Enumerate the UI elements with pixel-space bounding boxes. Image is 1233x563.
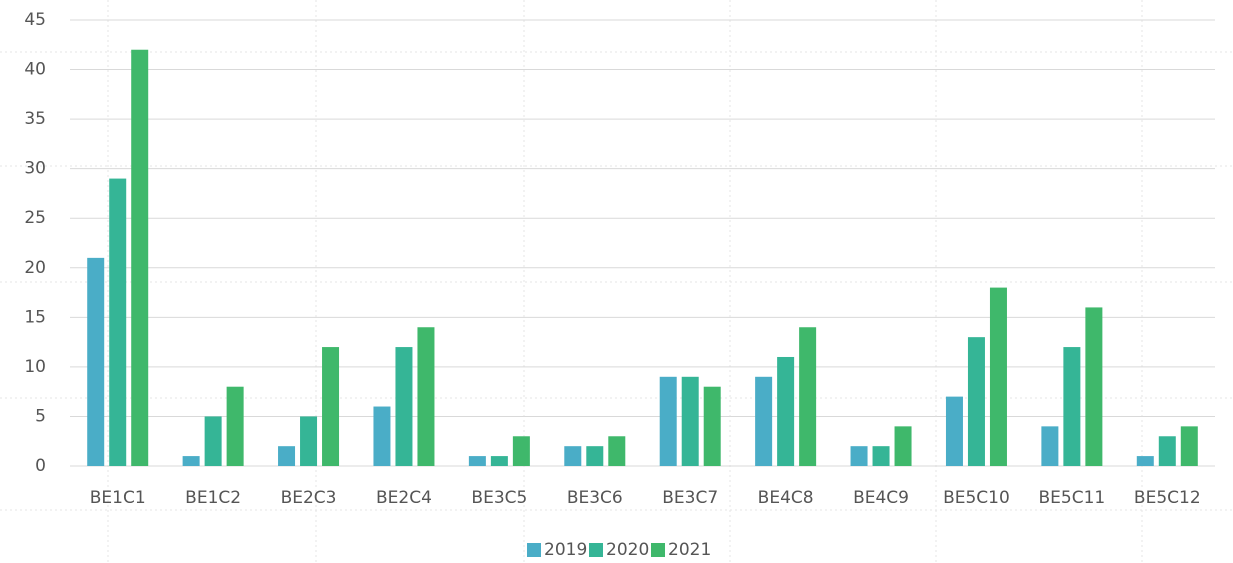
bar xyxy=(468,456,486,466)
bar xyxy=(278,446,296,466)
x-tick-label: BE2C4 xyxy=(376,488,432,508)
y-tick-label: 45 xyxy=(24,10,46,30)
x-tick-label: BE5C10 xyxy=(943,488,1010,508)
bar xyxy=(1136,456,1154,466)
bar xyxy=(300,416,318,466)
y-tick-label: 40 xyxy=(24,60,46,80)
y-tick-label: 30 xyxy=(24,159,46,179)
legend-swatch xyxy=(589,543,603,557)
bar xyxy=(512,436,530,466)
x-tick-label: BE3C7 xyxy=(662,488,718,508)
legend-swatch xyxy=(651,543,665,557)
bar xyxy=(131,49,149,466)
bar xyxy=(109,178,127,467)
bar xyxy=(490,456,508,466)
bar xyxy=(182,456,200,466)
bar xyxy=(755,376,773,466)
bar xyxy=(1041,426,1059,466)
bar xyxy=(395,347,413,466)
legend-label: 2019 xyxy=(544,540,587,560)
bar xyxy=(659,376,677,466)
bar xyxy=(417,327,435,466)
bar xyxy=(322,347,340,466)
bar xyxy=(967,337,985,466)
y-tick-label: 5 xyxy=(35,406,46,426)
x-tick-label: BE4C9 xyxy=(853,488,909,508)
x-tick-label: BE1C2 xyxy=(185,488,241,508)
bar xyxy=(989,287,1007,466)
bar xyxy=(87,257,105,466)
legend-label: 2021 xyxy=(668,540,711,560)
bar xyxy=(1063,347,1081,466)
bar xyxy=(608,436,626,466)
legend-label: 2020 xyxy=(606,540,649,560)
bar xyxy=(894,426,912,466)
bar xyxy=(681,376,699,466)
bar xyxy=(850,446,868,466)
bar xyxy=(1085,307,1103,466)
x-tick-label: BE3C5 xyxy=(471,488,527,508)
bar xyxy=(204,416,222,466)
bar xyxy=(226,386,244,466)
bar xyxy=(586,446,604,466)
y-tick-label: 15 xyxy=(24,307,46,327)
y-tick-label: 10 xyxy=(24,357,46,377)
x-tick-label: BE5C12 xyxy=(1134,488,1201,508)
bar xyxy=(1180,426,1198,466)
bar xyxy=(564,446,582,466)
x-tick-label: BE1C1 xyxy=(90,488,146,508)
bar xyxy=(945,396,963,466)
bar xyxy=(777,356,795,466)
bar xyxy=(373,406,391,466)
x-tick-label: BE2C3 xyxy=(281,488,337,508)
y-tick-label: 20 xyxy=(24,258,46,278)
x-tick-label: BE5C11 xyxy=(1039,488,1106,508)
x-tick-label: BE4C8 xyxy=(758,488,814,508)
y-tick-label: 35 xyxy=(24,109,46,129)
legend-swatch xyxy=(527,543,541,557)
y-tick-label: 25 xyxy=(24,208,46,228)
bar xyxy=(703,386,721,466)
bar xyxy=(799,327,817,466)
bar xyxy=(872,446,890,466)
x-tick-label: BE3C6 xyxy=(567,488,623,508)
y-tick-label: 0 xyxy=(35,456,46,476)
bar xyxy=(1158,436,1176,466)
